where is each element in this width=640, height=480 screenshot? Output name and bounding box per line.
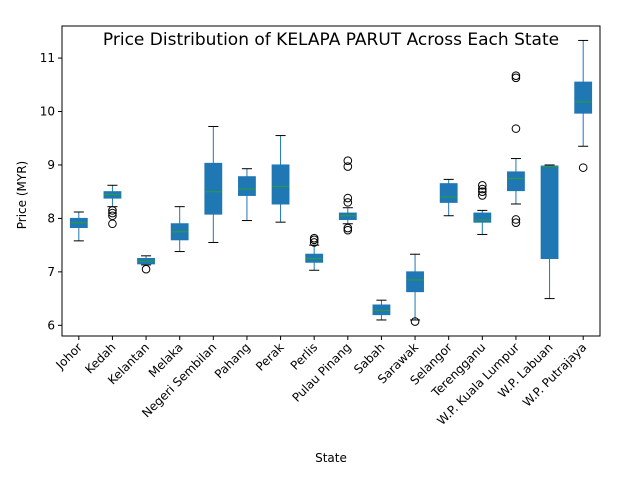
box-10 xyxy=(406,253,424,326)
y-tick-label: 8 xyxy=(47,211,55,225)
box-11 xyxy=(439,178,458,217)
x-tick-label: Pahang xyxy=(212,340,253,381)
y-tick-label: 11 xyxy=(40,51,55,65)
box-body xyxy=(238,176,256,196)
box-6 xyxy=(271,135,290,223)
x-tick-label: Johor xyxy=(53,340,85,372)
box-0 xyxy=(69,211,88,242)
flier-point xyxy=(511,71,521,81)
flier-point xyxy=(511,73,521,83)
box-9 xyxy=(372,299,391,321)
box-12 xyxy=(473,180,492,235)
flier-point xyxy=(108,219,117,229)
flier-point xyxy=(511,218,521,227)
x-tick-label: Perak xyxy=(253,340,287,374)
box-body xyxy=(103,191,122,199)
plot-frame xyxy=(61,25,601,337)
x-axis-label: State xyxy=(315,451,347,465)
flier-point xyxy=(141,264,151,274)
flier-point xyxy=(478,191,487,200)
box-body xyxy=(439,183,458,203)
flier-point xyxy=(511,124,521,133)
flier-point xyxy=(309,233,319,243)
box-2 xyxy=(137,255,155,274)
flier-point xyxy=(343,225,353,235)
flier-point xyxy=(478,187,487,196)
x-tick-label: Pulau Pinang xyxy=(289,340,354,405)
box-body xyxy=(507,171,525,192)
box-1 xyxy=(103,184,122,229)
flier-point xyxy=(343,162,353,171)
box-body xyxy=(271,164,290,205)
y-axis-label: Price (MYR) xyxy=(15,161,29,229)
box-body xyxy=(406,271,424,293)
box-5 xyxy=(238,168,256,222)
flier-point xyxy=(343,193,353,203)
box-body xyxy=(372,304,391,316)
y-tick-label: 6 xyxy=(47,318,55,332)
box-body xyxy=(540,165,559,259)
flier-point xyxy=(108,206,117,215)
box-body xyxy=(204,162,223,215)
y-axis: 6 7 8 9 10 11 xyxy=(40,51,62,332)
box-14 xyxy=(540,164,559,300)
chart-title: Price Distribution of KELAPA PARUT Acros… xyxy=(103,30,559,50)
boxes-group xyxy=(69,39,593,326)
box-body xyxy=(574,81,593,114)
flier-point xyxy=(511,215,521,224)
flier-point xyxy=(578,163,588,172)
box-body xyxy=(473,212,492,223)
y-tick-label: 9 xyxy=(47,158,55,172)
box-15 xyxy=(574,39,593,172)
box-body xyxy=(338,212,357,220)
flier-point xyxy=(343,156,353,165)
box-13 xyxy=(507,71,525,227)
flier-point xyxy=(410,317,420,326)
flier-point xyxy=(309,238,319,247)
y-tick-label: 10 xyxy=(40,105,55,119)
flier-point xyxy=(478,180,487,190)
flier-point xyxy=(478,184,487,194)
box-4 xyxy=(204,125,223,243)
box-3 xyxy=(170,206,189,253)
box-8 xyxy=(338,156,357,235)
box-7 xyxy=(305,233,324,271)
flier-point xyxy=(343,198,353,207)
flier-point xyxy=(343,223,353,233)
y-tick-label: 7 xyxy=(47,265,55,279)
flier-point xyxy=(108,208,117,218)
